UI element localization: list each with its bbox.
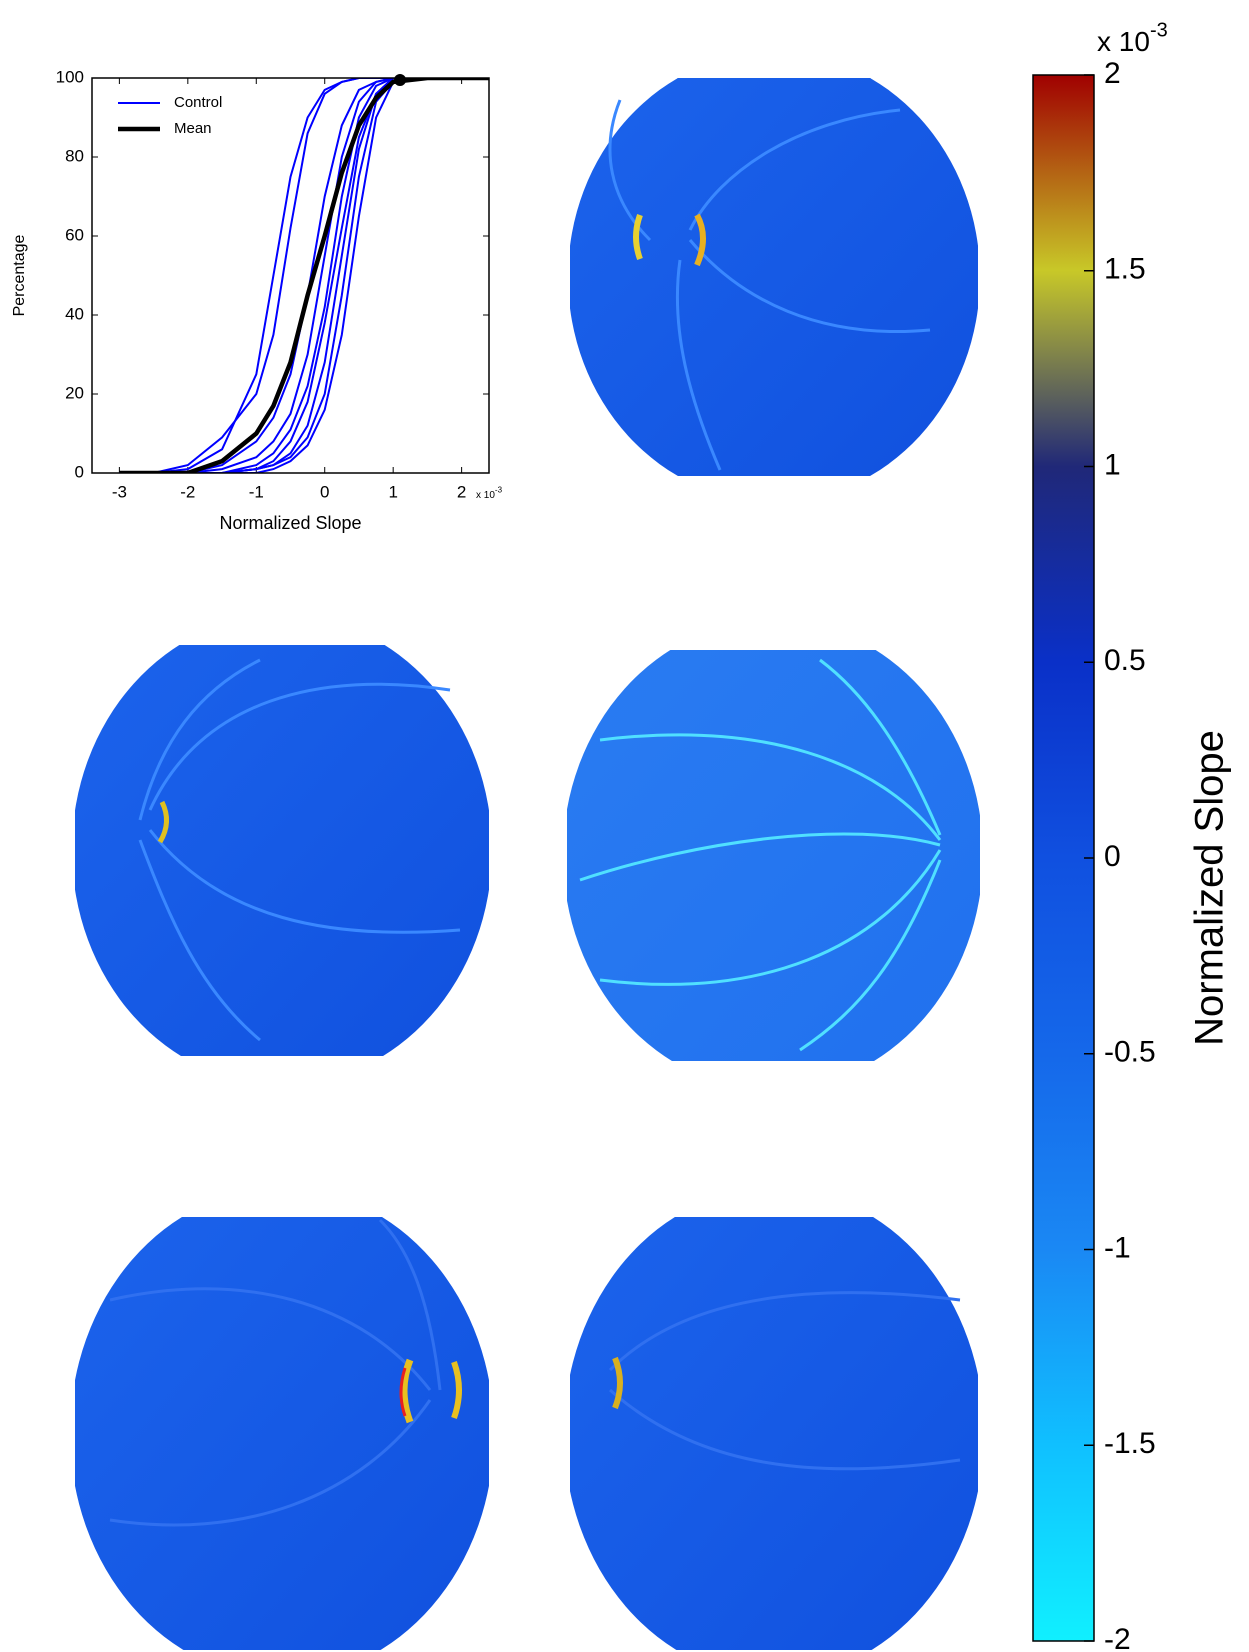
retina-3	[567, 650, 980, 1061]
multiplier-base: x 10	[476, 490, 495, 501]
series-line	[119, 78, 489, 473]
marker	[394, 73, 407, 86]
colorbar-label: Normalized Slope	[1188, 730, 1232, 1046]
series-line	[119, 78, 489, 473]
colorbar-tick-label: 1.5	[1104, 253, 1146, 286]
series-line	[119, 78, 489, 473]
x-axis-label: Normalized Slope	[219, 513, 361, 533]
plot-frame	[91, 77, 490, 474]
x-tick-label: -2	[180, 482, 195, 501]
retina-1	[570, 78, 978, 476]
colorbar-tick-label: -0.5	[1104, 1036, 1156, 1069]
x-tick-label: -1	[249, 482, 264, 501]
colorbar-tick-label: -1.5	[1104, 1427, 1156, 1460]
colorbar-tick-label: 0.5	[1104, 644, 1146, 677]
colorbar-tick-label: 0	[1104, 840, 1121, 873]
colorbar	[1032, 74, 1095, 1642]
colorbar-tick-label: 2	[1104, 57, 1121, 90]
x-tick-label: 2	[457, 482, 466, 501]
series-line	[119, 78, 489, 473]
legend-label: Control	[174, 94, 222, 111]
series-line	[119, 78, 489, 473]
y-tick-label: 0	[75, 462, 84, 481]
x-tick-label: 0	[320, 482, 329, 501]
colorbar-tick-label: -2	[1104, 1623, 1131, 1652]
y-tick-label: 80	[65, 146, 84, 165]
colorbar-tick-label: -1	[1104, 1231, 1131, 1264]
multiplier-exponent: -3	[495, 486, 503, 495]
series-line	[119, 78, 489, 473]
y-tick-label: 40	[65, 304, 84, 323]
x-tick-label: -3	[112, 482, 127, 501]
multiplier-exponent: -3	[1150, 20, 1168, 42]
multiplier-base: x 10	[1097, 26, 1150, 57]
axis-multiplier: x 10-3	[1097, 20, 1168, 58]
retina-2	[75, 645, 489, 1056]
axis-multiplier: x 10-3	[476, 486, 503, 501]
retina-4	[75, 1217, 489, 1650]
y-tick-label: 100	[56, 67, 84, 86]
y-tick-label: 20	[65, 383, 84, 402]
series-line	[119, 78, 489, 473]
colorbar-tick-label: 1	[1104, 448, 1121, 481]
legend-label: Mean	[174, 120, 212, 137]
y-tick-label: 60	[65, 225, 84, 244]
series-line	[119, 78, 489, 473]
retina-5	[570, 1217, 978, 1650]
retina-images	[75, 78, 980, 1650]
series-line	[119, 78, 489, 473]
x-tick-label: 1	[388, 482, 397, 501]
y-axis-label: Percentage	[11, 234, 28, 316]
series-line	[119, 78, 489, 473]
